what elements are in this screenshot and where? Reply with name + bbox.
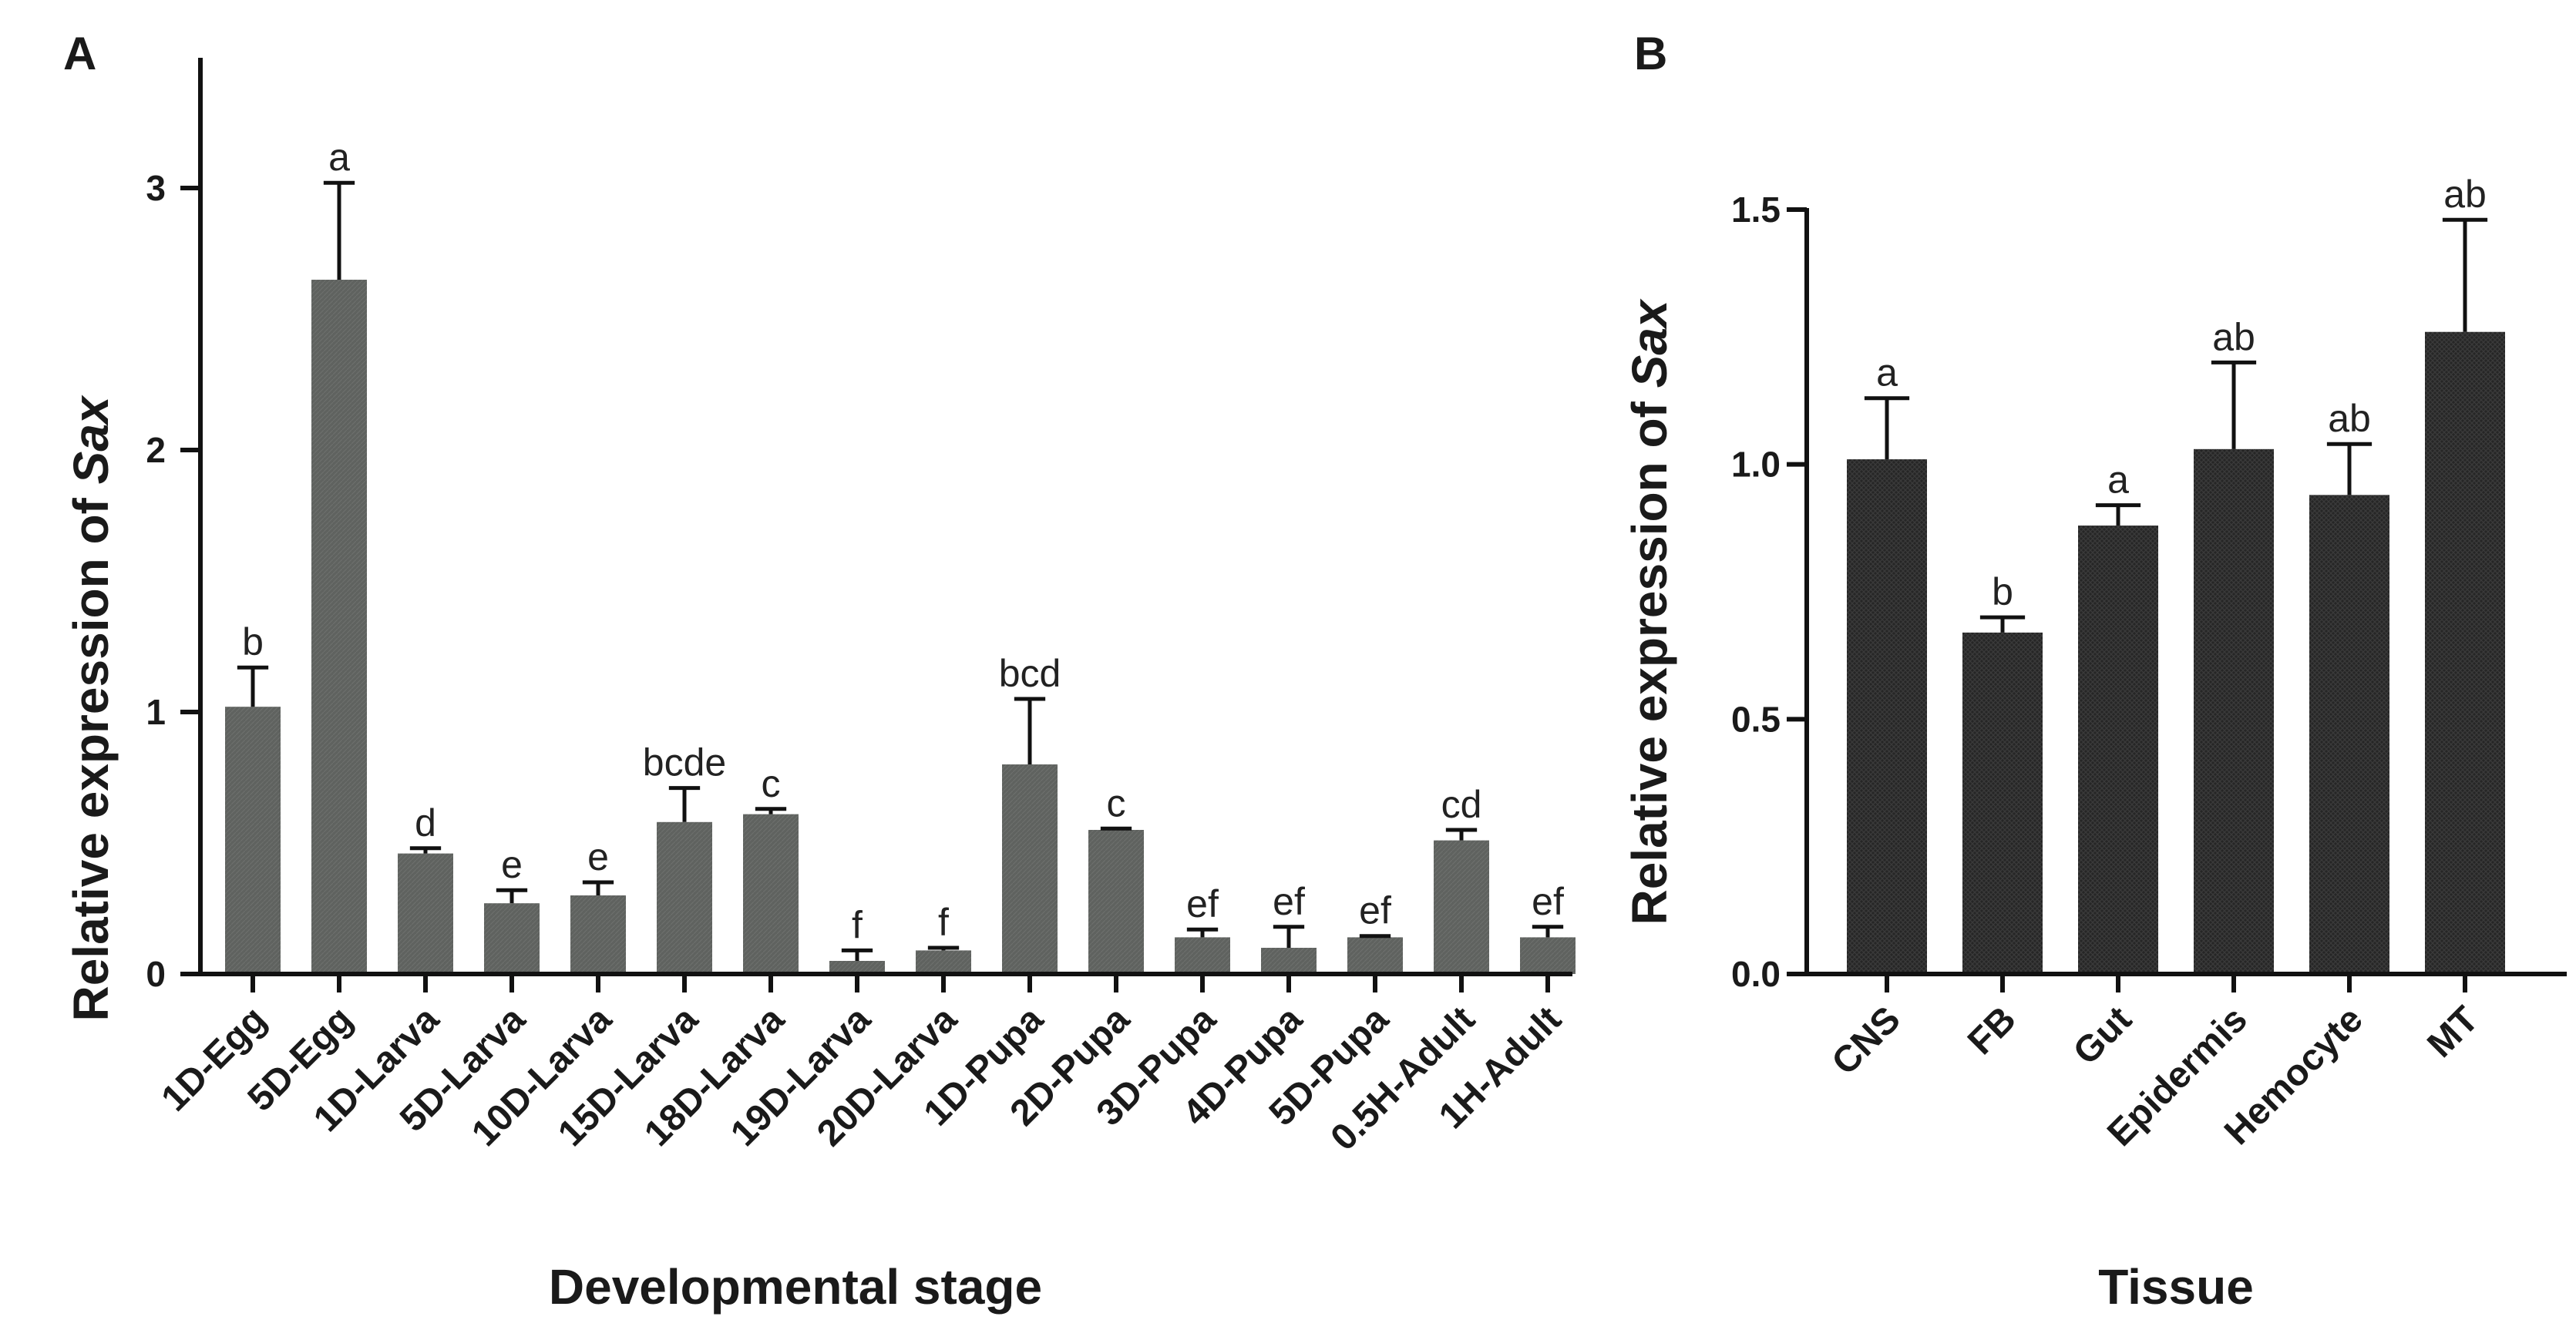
x-tick-label: Gut — [2066, 999, 2140, 1073]
bar — [225, 707, 281, 974]
x-tick-label: FB — [1960, 999, 2024, 1063]
y-tick-label: 1 — [146, 692, 166, 732]
significance-letter: e — [587, 835, 609, 878]
significance-letter: ef — [1359, 889, 1391, 932]
bar — [1002, 764, 1058, 974]
panel-a-y-ticks: 0 1 2 3 — [146, 168, 200, 994]
bar — [1962, 632, 2043, 974]
significance-letter: ab — [2443, 173, 2487, 216]
bar — [916, 950, 971, 974]
y-tick-label: 0.0 — [1731, 954, 1781, 994]
panel-b-y-ticks: 0.0 0.5 1.0 1.5 — [1731, 190, 1807, 994]
significance-letter: d — [415, 801, 436, 845]
significance-letter: ef — [1532, 880, 1564, 923]
y-tick-label: 3 — [146, 168, 166, 208]
significance-letter: a — [1876, 351, 1898, 395]
significance-letter: bcd — [999, 652, 1061, 695]
significance-letter: b — [1992, 570, 2013, 613]
panel-a-letter: A — [63, 28, 96, 79]
y-tick-label: 1.0 — [1731, 445, 1781, 485]
significance-letter: bcde — [643, 741, 726, 784]
panel-a-x-ticks: 1D-Egg5D-Egg1D-Larva5D-Larva10D-Larva15D… — [154, 974, 1569, 1158]
bar — [2194, 448, 2274, 974]
bar — [1434, 840, 1489, 974]
y-tick-label: 0.5 — [1731, 699, 1781, 739]
significance-letter: a — [2107, 458, 2129, 502]
bar — [398, 853, 453, 974]
bar — [570, 895, 626, 974]
significance-letter: b — [242, 620, 264, 663]
bar — [1847, 459, 1927, 974]
panel-a-x-axis-label: Developmental stage — [549, 1259, 1042, 1315]
significance-letter: a — [328, 136, 350, 179]
bar — [2078, 526, 2158, 974]
significance-letter: cd — [1441, 783, 1482, 826]
significance-letter: ab — [2212, 315, 2255, 358]
bar — [1261, 948, 1317, 974]
bar — [1520, 937, 1576, 974]
significance-letter: c — [762, 762, 781, 805]
bar — [657, 821, 712, 974]
bar — [2425, 331, 2505, 975]
panel-a-y-axis-label: Relative expression of Sax — [63, 395, 119, 1021]
bar — [1347, 937, 1403, 974]
bar — [1175, 937, 1230, 974]
bar — [311, 280, 367, 974]
significance-letter: ef — [1273, 880, 1305, 923]
bar — [1088, 830, 1144, 974]
significance-letter: f — [852, 903, 863, 946]
significance-letter: f — [938, 901, 949, 944]
bar — [2309, 495, 2389, 974]
bar — [484, 903, 540, 974]
panel-b-letter: B — [1634, 28, 1667, 79]
significance-letter: ab — [2328, 397, 2371, 440]
panel-b-x-axis-label: Tissue — [2098, 1259, 2254, 1315]
y-tick-label: 0 — [146, 954, 166, 994]
x-tick-label: MT — [2420, 999, 2486, 1065]
significance-letter: e — [501, 843, 523, 886]
y-tick-label: 1.5 — [1731, 190, 1781, 230]
significance-letter: c — [1107, 781, 1126, 825]
bar — [743, 814, 799, 974]
panel-b-y-axis-label: Relative expression of Sax — [1622, 298, 1677, 925]
bar — [829, 961, 885, 974]
y-tick-label: 2 — [146, 430, 166, 470]
x-tick-label: CNS — [1824, 999, 1908, 1083]
significance-letter: ef — [1186, 882, 1219, 925]
